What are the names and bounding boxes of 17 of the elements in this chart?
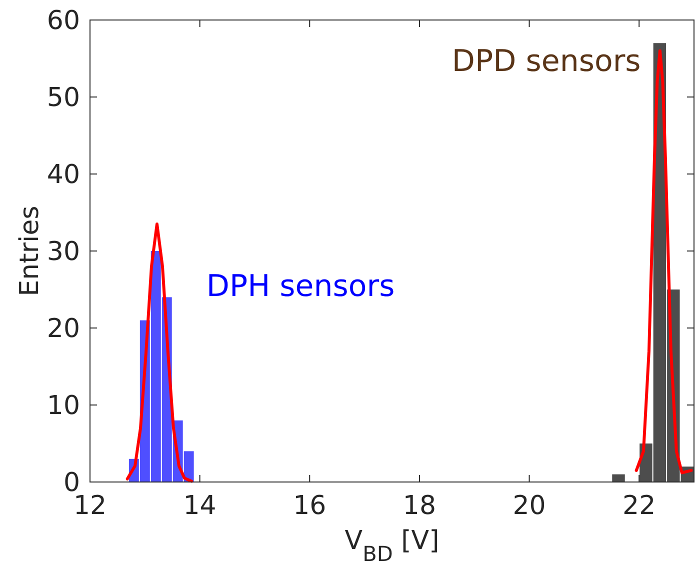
x-tick-label: 22 (622, 491, 656, 521)
y-tick-label: 40 (46, 160, 80, 190)
series-label: DPH sensors (206, 269, 395, 304)
x-tick-label: 14 (183, 491, 216, 521)
y-tick-label: 10 (46, 391, 80, 421)
x-tick-label: 16 (293, 491, 326, 521)
x-tick-label: 12 (73, 491, 107, 521)
y-tick-label: 60 (46, 6, 80, 36)
y-tick-label: 20 (46, 314, 80, 344)
x-tick-label: 20 (512, 491, 546, 521)
line-series (126, 222, 194, 483)
y-axis-title: Entries (15, 206, 45, 296)
x-tick-label: 18 (402, 491, 436, 521)
y-tick-label: 30 (46, 237, 80, 267)
y-tick-label: 50 (46, 83, 80, 113)
x-axis-title: V$_{BD}$ [V] (344, 526, 440, 566)
series-label: DPD sensors (452, 44, 641, 80)
